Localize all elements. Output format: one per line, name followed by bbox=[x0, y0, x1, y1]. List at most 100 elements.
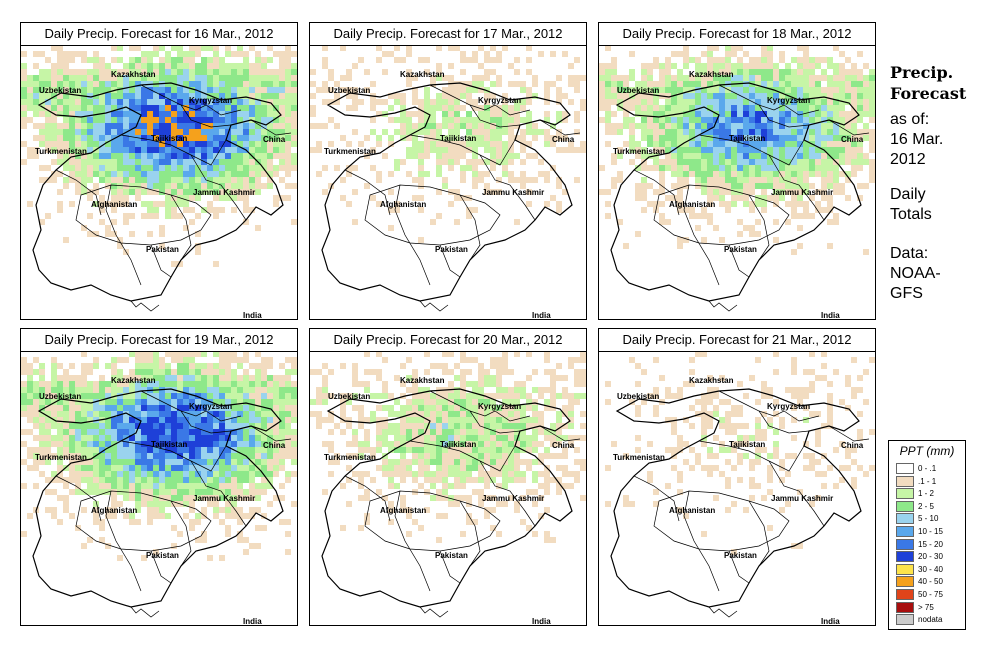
precip-cell bbox=[183, 405, 189, 411]
precip-cell bbox=[207, 483, 213, 489]
precip-cell bbox=[237, 459, 243, 465]
precip-cell bbox=[707, 189, 713, 195]
precip-cell bbox=[791, 171, 797, 177]
precip-cell bbox=[701, 411, 707, 417]
precip-cell bbox=[406, 147, 412, 153]
precip-cell bbox=[159, 447, 165, 453]
precip-cell bbox=[322, 399, 328, 405]
precip-cell bbox=[255, 57, 261, 63]
precip-cell bbox=[135, 45, 141, 51]
precip-cell bbox=[183, 207, 189, 213]
precip-cell bbox=[213, 87, 219, 93]
precip-cell bbox=[51, 405, 57, 411]
precip-cell bbox=[99, 63, 105, 69]
precip-map: KazakhstanUzbekistanKyrgyzstanTajikistan… bbox=[310, 45, 586, 319]
precip-cell bbox=[731, 501, 737, 507]
precip-cell bbox=[117, 417, 123, 423]
precip-cell bbox=[430, 75, 436, 81]
precip-cell bbox=[183, 495, 189, 501]
precip-cell bbox=[147, 135, 153, 141]
precip-cell bbox=[195, 459, 201, 465]
precip-cell bbox=[171, 447, 177, 453]
precip-cell bbox=[21, 69, 27, 75]
precip-cell bbox=[436, 513, 442, 519]
precip-cell bbox=[857, 429, 863, 435]
country-label: Turkmenistan bbox=[613, 147, 665, 156]
precip-cell bbox=[773, 147, 779, 153]
precip-cell bbox=[490, 477, 496, 483]
precip-cell bbox=[683, 141, 689, 147]
precip-cell bbox=[111, 159, 117, 165]
precip-cell bbox=[719, 195, 725, 201]
precip-cell bbox=[322, 417, 328, 423]
precip-cell bbox=[322, 489, 328, 495]
precip-cell bbox=[213, 159, 219, 165]
precip-cell bbox=[135, 495, 141, 501]
precip-cell bbox=[514, 441, 520, 447]
precip-cell bbox=[454, 153, 460, 159]
precip-cell bbox=[406, 465, 412, 471]
precip-cell bbox=[707, 57, 713, 63]
precip-cell bbox=[857, 147, 863, 153]
precip-cell bbox=[857, 135, 863, 141]
precip-cell bbox=[183, 225, 189, 231]
precip-cell bbox=[243, 153, 249, 159]
precip-cell bbox=[261, 441, 267, 447]
border-line bbox=[768, 460, 825, 527]
precip-cell bbox=[875, 117, 876, 123]
precip-cell bbox=[665, 393, 671, 399]
precip-cell bbox=[183, 441, 189, 447]
precip-cell bbox=[261, 75, 267, 81]
precip-cell bbox=[406, 447, 412, 453]
precip-cell bbox=[743, 81, 749, 87]
precip-cell bbox=[213, 111, 219, 117]
precip-cell bbox=[731, 141, 737, 147]
precip-cell bbox=[231, 87, 237, 93]
precip-cell bbox=[797, 93, 803, 99]
precip-cell bbox=[767, 93, 773, 99]
precip-cell bbox=[129, 453, 135, 459]
precip-cell bbox=[605, 45, 611, 51]
precip-cell bbox=[520, 81, 526, 87]
precip-cell bbox=[237, 357, 243, 363]
precip-cell bbox=[454, 429, 460, 435]
precip-cell bbox=[171, 423, 177, 429]
border-line bbox=[828, 425, 870, 442]
precip-cell bbox=[255, 147, 261, 153]
precip-cell bbox=[177, 351, 183, 357]
precip-cell bbox=[231, 507, 237, 513]
precip-cell bbox=[75, 177, 81, 183]
precip-cell bbox=[827, 417, 833, 423]
precip-cell bbox=[358, 99, 364, 105]
precip-cell bbox=[165, 429, 171, 435]
precip-cell bbox=[785, 387, 791, 393]
precip-cell bbox=[75, 99, 81, 105]
precip-cell bbox=[418, 99, 424, 105]
precip-cell bbox=[153, 213, 159, 219]
precip-cell bbox=[231, 429, 237, 435]
precip-cell bbox=[460, 123, 466, 129]
precip-cell bbox=[484, 429, 490, 435]
precip-cell bbox=[99, 525, 105, 531]
precip-cell bbox=[388, 51, 394, 57]
precip-cell bbox=[87, 363, 93, 369]
precip-cell bbox=[285, 531, 291, 537]
precip-cell bbox=[731, 183, 737, 189]
precip-cell bbox=[448, 501, 454, 507]
precip-cell bbox=[165, 99, 171, 105]
country-label: Uzbekistan bbox=[39, 86, 81, 95]
precip-cell bbox=[75, 429, 81, 435]
precip-cell bbox=[400, 441, 406, 447]
precip-cell bbox=[707, 51, 713, 57]
precip-cell bbox=[285, 93, 291, 99]
precip-cell bbox=[21, 405, 27, 411]
precip-cell bbox=[33, 369, 39, 375]
precip-cell bbox=[779, 69, 785, 75]
precip-cell bbox=[195, 87, 201, 93]
precip-cell bbox=[51, 489, 57, 495]
precip-cell bbox=[273, 69, 279, 75]
precip-cell bbox=[767, 147, 773, 153]
precip-cell bbox=[659, 69, 665, 75]
precip-cell bbox=[472, 429, 478, 435]
precip-cell bbox=[550, 393, 556, 399]
